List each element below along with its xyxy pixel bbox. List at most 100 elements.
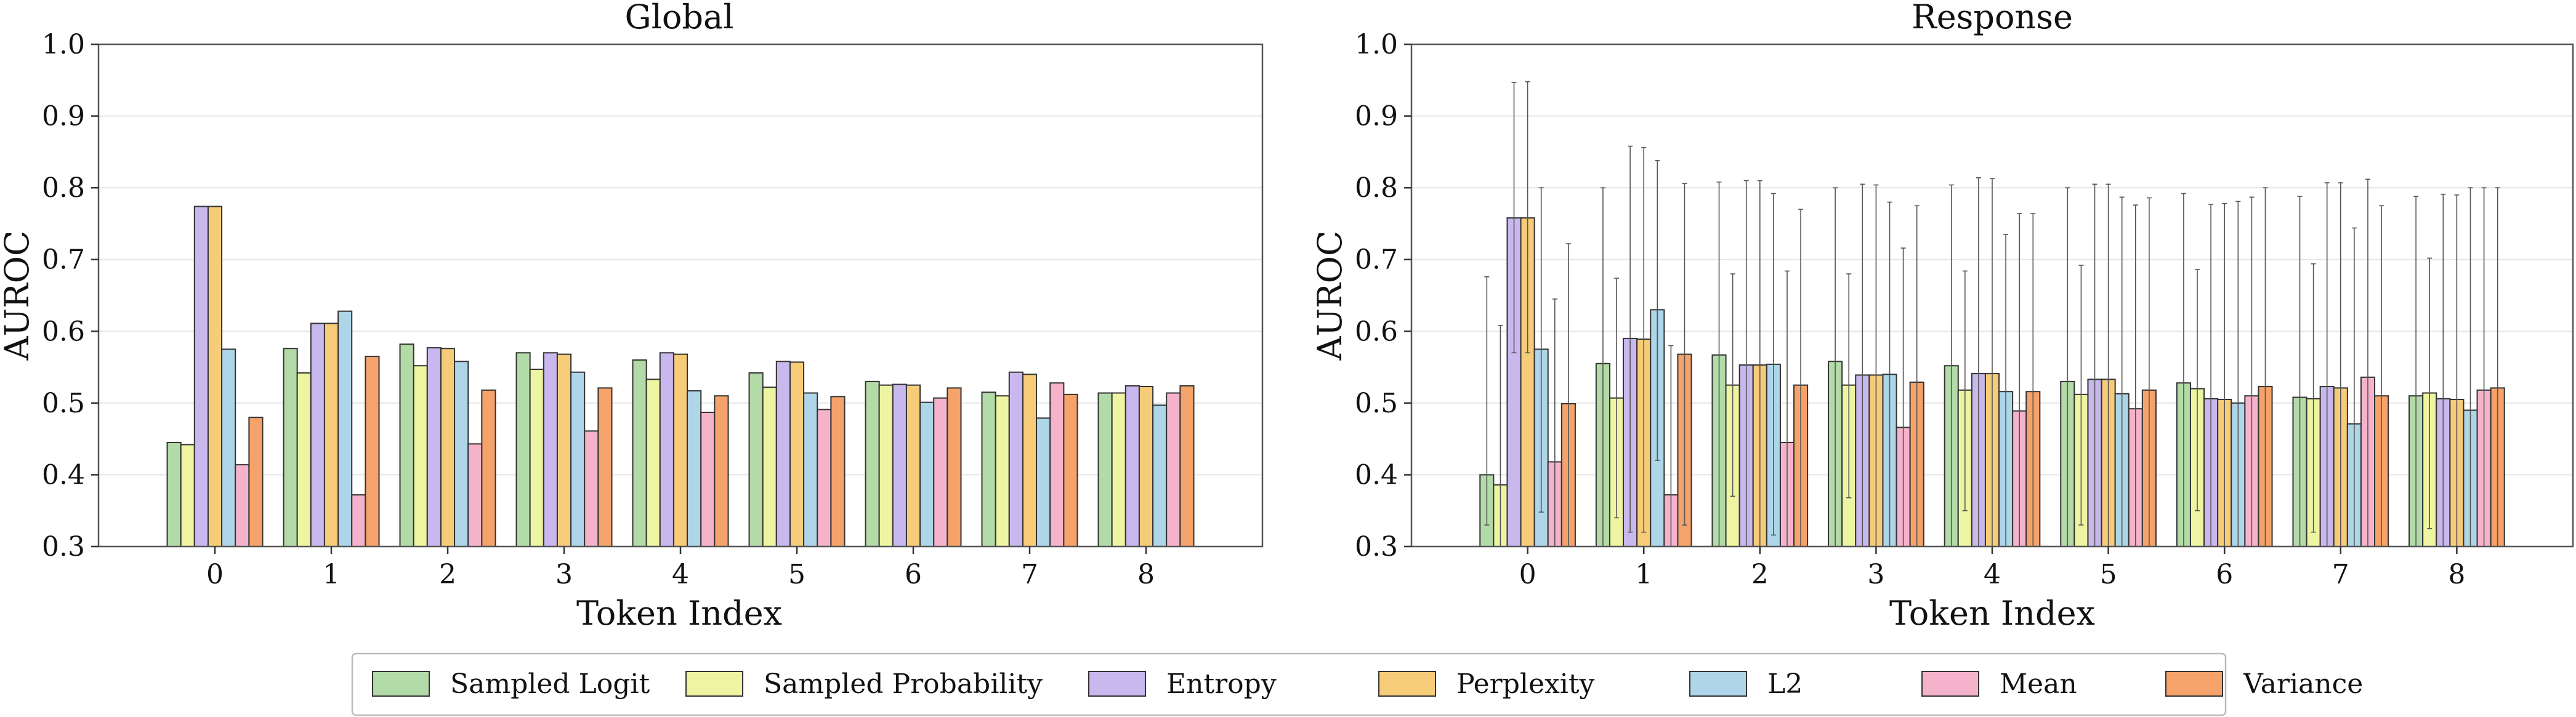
global-bar-sampled-probability-0	[180, 444, 195, 547]
global-bar-perplexity-1	[323, 322, 339, 547]
global-y-tick-label: 0.3	[42, 531, 85, 563]
legend-label-sampled-logit: Sampled Logit	[450, 668, 650, 700]
response-y-tick-label: 0.4	[1355, 459, 1398, 491]
response-x-tick-label: 6	[2216, 559, 2233, 590]
global-bar-sampled-probability-8	[1111, 392, 1126, 548]
legend-label-perplexity: Perplexity	[1456, 668, 1595, 700]
global-bar-entropy-8	[1124, 385, 1140, 547]
global-chart-title: Global	[625, 0, 734, 36]
global-y-tick-label: 1.0	[42, 29, 85, 60]
global-y-tick-label: 0.4	[42, 459, 85, 491]
global-y-axis-label: AUROC	[0, 231, 36, 361]
legend-label-l2: L2	[1767, 668, 1803, 700]
global-bar-entropy-1	[310, 322, 325, 547]
global-bar-sampled-probability-4	[645, 379, 661, 547]
legend-swatch-perplexity	[1378, 671, 1436, 697]
global-bar-sampled-probability-2	[413, 365, 428, 547]
global-bar-mean-6	[933, 397, 948, 547]
legend: Sampled Logit Sampled Probability Entropy P…	[351, 652, 2363, 716]
global-bar-entropy-3	[543, 352, 558, 547]
global-bar-variance-2	[481, 389, 496, 547]
global-bar-variance-3	[597, 387, 613, 547]
response-x-tick-label: 5	[2100, 559, 2117, 590]
global-bar-mean-4	[700, 412, 716, 547]
response-y-tick-label: 0.7	[1355, 244, 1398, 276]
legend-swatch-sampled-probability	[685, 671, 743, 697]
global-x-tick-label: 5	[788, 559, 806, 590]
global-bar-mean-2	[467, 443, 483, 547]
response-chart-title: Response	[1912, 0, 2073, 36]
global-bar-variance-5	[830, 396, 846, 548]
legend-swatch-sampled-logit	[372, 671, 430, 697]
global-bar-l2-4	[687, 390, 702, 547]
response-y-axis-label: AUROC	[1310, 231, 1349, 361]
response-chart-panel: Response Token Index AUROC 0.3 0.4 0.5 0.6 0…	[1310, 0, 2574, 633]
response-x-tick-label: 0	[1519, 559, 1536, 590]
global-bar-l2-3	[570, 371, 586, 548]
global-y-tick-label: 0.8	[42, 172, 85, 204]
global-bar-variance-7	[1063, 393, 1078, 548]
global-bar-l2-2	[454, 361, 469, 547]
global-bar-sampled-logit-5	[748, 372, 764, 547]
global-bar-variance-1	[365, 356, 380, 547]
global-bar-mean-5	[817, 409, 832, 547]
global-x-tick-label: 4	[672, 559, 689, 590]
response-y-tick-label: 1.0	[1355, 29, 1398, 60]
global-bar-l2-6	[919, 401, 935, 547]
global-bar-sampled-logit-3	[515, 352, 531, 547]
legend-swatch-variance	[2165, 671, 2223, 697]
global-bar-entropy-5	[775, 361, 791, 547]
global-y-tick-label: 0.9	[42, 101, 85, 132]
global-bar-l2-5	[803, 392, 818, 548]
legend-swatch-entropy	[1088, 671, 1146, 697]
global-bar-sampled-logit-7	[981, 391, 996, 547]
global-bar-perplexity-3	[556, 353, 572, 547]
global-y-tick-label: 0.5	[42, 388, 85, 419]
global-bar-l2-1	[337, 310, 353, 547]
global-x-tick-label: 0	[206, 559, 224, 590]
response-x-tick-label: 3	[1867, 559, 1884, 590]
global-bar-variance-0	[248, 417, 264, 548]
global-bar-l2-7	[1036, 417, 1051, 548]
response-x-axis-label: Token Index	[1889, 594, 2095, 633]
response-x-tick-label: 1	[1635, 559, 1652, 590]
global-x-tick-label: 1	[323, 559, 340, 590]
legend-label-variance: Variance	[2243, 668, 2363, 700]
global-y-tick-label: 0.7	[42, 244, 85, 276]
global-bar-sampled-logit-8	[1097, 392, 1113, 548]
response-y-tick-label: 0.3	[1355, 531, 1398, 563]
global-chart-panel: Global Token Index AUROC 0.3 0.4 0.5 0.6 0.7…	[0, 0, 1264, 633]
global-bar-entropy-4	[659, 352, 674, 547]
global-bar-variance-8	[1179, 385, 1195, 547]
global-bar-sampled-logit-2	[399, 343, 414, 547]
legend-label-entropy: Entropy	[1166, 668, 1277, 700]
global-x-tick-label: 2	[439, 559, 456, 590]
global-bar-sampled-logit-6	[865, 380, 880, 548]
response-y-tick-label: 0.8	[1355, 172, 1398, 204]
global-bar-perplexity-5	[789, 361, 805, 547]
legend-swatch-l2	[1689, 671, 1747, 697]
global-bar-sampled-probability-1	[296, 372, 312, 547]
legend-label-sampled-probability: Sampled Probability	[764, 668, 1043, 700]
global-bar-perplexity-4	[672, 353, 688, 547]
global-bar-mean-3	[584, 430, 599, 547]
global-x-tick-label: 6	[905, 559, 922, 590]
global-bar-sampled-logit-1	[283, 348, 298, 548]
global-bar-mean-1	[351, 494, 366, 547]
response-y-tick-label: 0.6	[1355, 316, 1398, 347]
global-bar-perplexity-0	[207, 206, 223, 547]
global-bar-sampled-probability-7	[995, 395, 1010, 548]
global-bar-variance-4	[714, 395, 729, 548]
global-bar-entropy-2	[426, 347, 442, 548]
global-bar-sampled-probability-3	[529, 369, 544, 547]
legend-frame	[351, 652, 2227, 716]
response-x-tick-label: 7	[2332, 559, 2349, 590]
global-bar-sampled-probability-5	[762, 387, 777, 547]
global-bar-entropy-7	[1008, 371, 1024, 548]
global-y-tick-label: 0.6	[42, 316, 85, 347]
global-bar-l2-8	[1152, 404, 1168, 548]
global-bar-variance-6	[947, 387, 962, 547]
global-bar-sampled-probability-6	[878, 384, 894, 547]
response-y-tick-label: 0.5	[1355, 388, 1398, 419]
global-bar-mean-0	[235, 464, 250, 548]
